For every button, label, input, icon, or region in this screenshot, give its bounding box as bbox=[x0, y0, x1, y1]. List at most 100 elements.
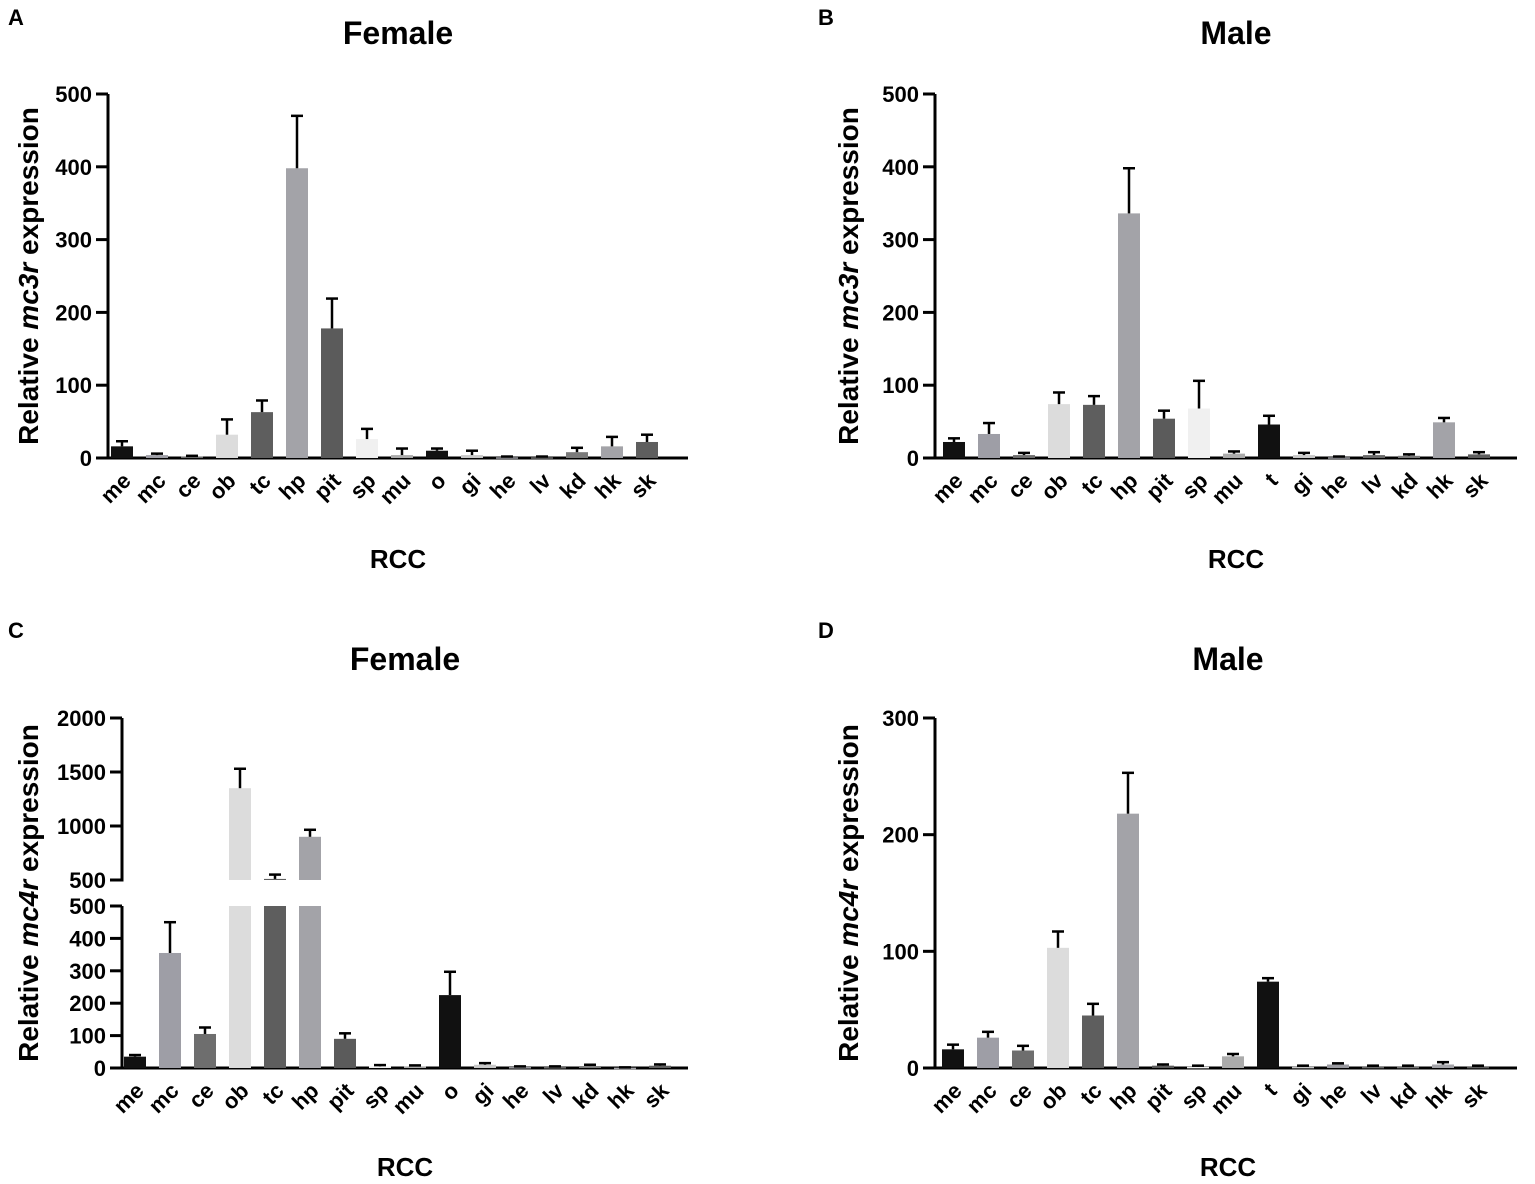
bar bbox=[356, 439, 378, 458]
chart-title: Female bbox=[350, 641, 460, 677]
bar bbox=[391, 455, 413, 458]
panel-letter: D bbox=[818, 618, 834, 643]
bar bbox=[1467, 1066, 1489, 1069]
panel-b: B Male Relative mc3r expression RCC 0 100 200 3… bbox=[818, 5, 1517, 574]
bar bbox=[229, 906, 251, 1068]
panel-letter: B bbox=[818, 5, 834, 30]
y-tick-label: 100 bbox=[882, 373, 919, 398]
y-tick-label: 400 bbox=[55, 155, 92, 180]
bar bbox=[159, 952, 181, 1068]
x-tick-label: hk bbox=[1421, 1077, 1457, 1113]
bar bbox=[978, 433, 1000, 458]
x-axis-label: RCC bbox=[1208, 544, 1265, 574]
bar-upper bbox=[264, 878, 286, 880]
y-tick-label: 300 bbox=[55, 228, 92, 253]
bar bbox=[496, 457, 518, 459]
bar bbox=[146, 455, 168, 458]
x-tick-label: sk bbox=[626, 467, 662, 503]
x-tick-label: pit bbox=[309, 468, 346, 505]
panel-d: D Male Relative mc4r expression RCC 0 100 200 3… bbox=[818, 618, 1517, 1182]
x-tick-label: ce bbox=[1002, 1078, 1037, 1113]
y-tick-label: 0 bbox=[907, 1056, 919, 1081]
x-tick-label: ce bbox=[1003, 468, 1038, 503]
y-tick-label: 200 bbox=[55, 300, 92, 325]
bar bbox=[1397, 1066, 1419, 1069]
y-tick-label: 0 bbox=[94, 1056, 106, 1081]
bar bbox=[439, 995, 461, 1068]
x-tick-label: o bbox=[423, 468, 450, 495]
panel-a: A Female Relative mc3r expression RCC 0 100 20… bbox=[8, 5, 688, 574]
x-tick-label: pit bbox=[1141, 468, 1178, 505]
y-tick-label: 1000 bbox=[57, 814, 106, 839]
x-axis-label: RCC bbox=[370, 544, 427, 574]
bar bbox=[251, 412, 273, 458]
x-tick-label: ce bbox=[171, 468, 206, 503]
bar bbox=[1047, 947, 1069, 1068]
bar bbox=[566, 452, 588, 458]
bar bbox=[216, 434, 238, 458]
x-tick-label: pit bbox=[322, 1078, 359, 1115]
x-tick-label: me bbox=[108, 1078, 148, 1118]
x-tick-label: me bbox=[927, 468, 967, 508]
x-tick-label: gi bbox=[454, 468, 486, 500]
bar bbox=[426, 450, 448, 458]
chart-title: Male bbox=[1200, 15, 1271, 51]
bar bbox=[264, 906, 286, 1068]
x-tick-label: gi bbox=[467, 1078, 499, 1110]
y-tick-label: 400 bbox=[69, 926, 106, 951]
x-tick-label: sp bbox=[358, 1078, 394, 1114]
bar bbox=[1363, 455, 1385, 458]
x-tick-label: hk bbox=[1422, 467, 1458, 503]
x-tick-label: ob bbox=[1036, 468, 1073, 505]
bar bbox=[474, 1064, 496, 1068]
bar bbox=[1223, 453, 1245, 458]
x-tick-label: ob bbox=[1035, 1078, 1072, 1115]
bar bbox=[1258, 424, 1280, 458]
x-axis-label: RCC bbox=[1200, 1152, 1257, 1182]
bar bbox=[286, 168, 308, 459]
panel-c: C Female Relative mc4r expression RCC 0 100 20… bbox=[8, 618, 688, 1182]
x-tick-label: hk bbox=[590, 467, 626, 503]
x-tick-label: kd bbox=[555, 468, 591, 504]
bar bbox=[1328, 457, 1350, 459]
x-tick-label: mu bbox=[375, 468, 416, 509]
x-tick-label: gi bbox=[1286, 468, 1318, 500]
bar bbox=[369, 1066, 391, 1068]
bar bbox=[1187, 1066, 1209, 1069]
bar bbox=[1292, 1066, 1314, 1069]
x-tick-label: sk bbox=[1457, 1077, 1493, 1113]
bar bbox=[1362, 1066, 1384, 1069]
y-tick-label: 400 bbox=[882, 155, 919, 180]
x-tick-label: kd bbox=[568, 1078, 604, 1114]
x-tick-label: mc bbox=[143, 1078, 183, 1118]
y-tick-label: 100 bbox=[882, 939, 919, 964]
bar bbox=[1012, 1050, 1034, 1068]
x-tick-label: hp bbox=[1106, 468, 1143, 505]
x-tick-label: he bbox=[1317, 468, 1353, 504]
bar bbox=[124, 1056, 146, 1068]
bar bbox=[601, 446, 623, 458]
x-tick-label: kd bbox=[1386, 1078, 1422, 1114]
y-tick-label: 2000 bbox=[57, 706, 106, 731]
bar bbox=[943, 441, 965, 458]
bar bbox=[1398, 455, 1420, 458]
bar bbox=[579, 1066, 601, 1068]
x-tick-label: tc bbox=[257, 1078, 289, 1110]
x-tick-label: ob bbox=[204, 468, 241, 505]
x-tick-label: he bbox=[498, 1078, 534, 1114]
y-tick-label: 200 bbox=[882, 823, 919, 848]
y-tick-label: 500 bbox=[69, 894, 106, 919]
x-tick-label: ob bbox=[217, 1078, 254, 1115]
x-tick-label: t bbox=[1260, 467, 1283, 490]
chart-title: Male bbox=[1192, 641, 1263, 677]
bar bbox=[509, 1067, 531, 1069]
x-tick-label: lv bbox=[525, 467, 556, 498]
y-axis-label: Relative mc4r expression bbox=[833, 724, 864, 1062]
x-tick-label: mu bbox=[1207, 468, 1248, 509]
bar bbox=[977, 1037, 999, 1068]
x-tick-label: ce bbox=[184, 1078, 219, 1113]
x-tick-label: kd bbox=[1387, 468, 1423, 504]
x-tick-label: hp bbox=[274, 468, 311, 505]
bar bbox=[1432, 1064, 1454, 1068]
